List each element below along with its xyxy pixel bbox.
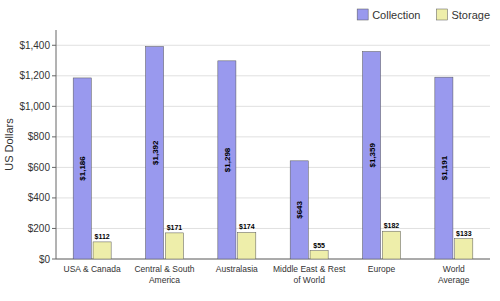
grid-line (56, 197, 490, 198)
y-axis-label: US Dollars (3, 118, 15, 171)
y-tick (52, 228, 56, 229)
data-label: $182 (384, 222, 400, 230)
legend-label: Storage (451, 9, 490, 21)
legend-item: Collection (357, 9, 420, 21)
bar (146, 46, 164, 259)
bar (290, 161, 308, 259)
y-tick-label: $800 (28, 131, 51, 142)
data-label: $1,186 (78, 156, 87, 181)
x-tick-label-line: of World (293, 275, 325, 285)
grid-line (56, 136, 490, 137)
y-tick-label: $400 (28, 192, 51, 203)
bar (455, 239, 473, 259)
grid-line (56, 106, 490, 107)
x-tick-label-line: Europe (368, 264, 396, 274)
grid-line (56, 259, 490, 260)
bars (73, 46, 473, 259)
x-tick-label-line: Average (438, 275, 470, 285)
bar (238, 232, 256, 259)
y-tick (52, 45, 56, 46)
data-label: $55 (313, 242, 325, 250)
data-label: $1,392 (151, 140, 160, 165)
bar (310, 251, 328, 259)
x-tick-label: Australasia (216, 264, 258, 274)
grid-line (56, 167, 490, 168)
x-tick-label: Central & SouthAmerica (134, 264, 194, 285)
data-label: $174 (239, 223, 255, 231)
legend-swatch (357, 9, 368, 20)
data-label: $1,359 (368, 142, 377, 167)
data-label: $112 (95, 233, 110, 241)
bar (382, 231, 400, 259)
y-tick (52, 136, 56, 137)
data-label: $133 (456, 230, 472, 238)
data-label: $643 (295, 200, 304, 218)
y-tick-label: $0 (39, 254, 51, 265)
grid-line (56, 75, 490, 76)
x-tick-label: WorldAverage (438, 264, 470, 285)
y-tick-label: $600 (28, 162, 51, 173)
x-axis (56, 259, 490, 260)
bar (93, 242, 111, 259)
legend: Collection Storage (357, 9, 490, 21)
x-tick-label-line: World (443, 264, 465, 274)
chart: $0 $200 $400 $600 $800 $1,000 $1,200 $1,400 US D… (0, 0, 500, 301)
legend-item: Storage (436, 9, 490, 21)
legend-swatch (436, 9, 447, 20)
y-tick-label: $1,000 (19, 101, 50, 112)
bar (218, 61, 236, 259)
data-label: $1,191 (440, 155, 449, 180)
y-tick (52, 197, 56, 198)
x-tick-label: Middle East & Restof World (273, 264, 346, 285)
x-tick-label: USA & Canada (64, 264, 121, 274)
x-tick-label-line: USA & Canada (64, 264, 121, 274)
y-tick (52, 259, 56, 260)
data-labels: $1,186 $1,392 $1,298 $643 $1,359 $1,191 $112 $1… (78, 140, 471, 250)
bar (165, 233, 183, 259)
grid-line (56, 45, 490, 46)
bar (73, 78, 91, 259)
x-tick-label-line: Australasia (216, 264, 258, 274)
bar (435, 77, 453, 259)
x-tick-label: Europe (368, 264, 396, 274)
y-tick-label: $1,200 (19, 70, 50, 81)
bar (363, 52, 381, 259)
y-tick (52, 106, 56, 107)
x-tick-label-line: Middle East & Rest (273, 264, 346, 274)
y-tick (52, 75, 56, 76)
y-tick-label: $200 (28, 223, 51, 234)
x-tick-label-line: Central & South (134, 264, 194, 274)
grid-line (56, 228, 490, 229)
x-tick-label-line: America (149, 275, 180, 285)
data-label: $1,298 (223, 147, 232, 172)
y-axis (56, 30, 57, 259)
y-tick (52, 167, 56, 168)
grid (56, 45, 490, 259)
y-tick-label: $1,400 (19, 40, 50, 51)
data-label: $171 (167, 224, 183, 232)
legend-label: Collection (372, 9, 420, 21)
